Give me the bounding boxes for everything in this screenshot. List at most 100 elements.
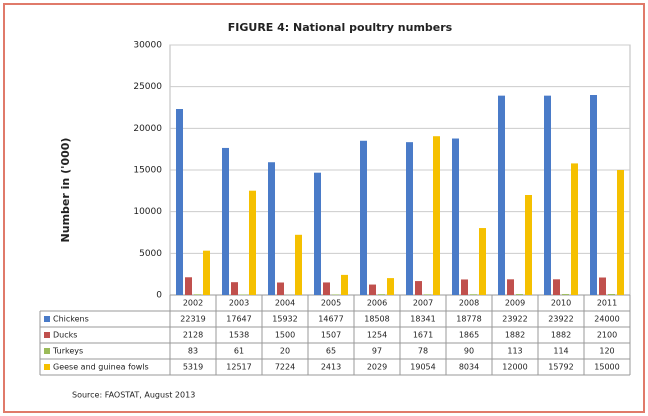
- bar: [544, 95, 551, 296]
- y-tick-label: 20000: [133, 124, 162, 134]
- table-value: 7224: [275, 363, 295, 372]
- table-value: 15000: [594, 363, 619, 372]
- table-value: 2413: [321, 363, 341, 372]
- bar: [249, 190, 256, 295]
- table-value: 83: [188, 347, 198, 356]
- table-value: 1538: [229, 331, 249, 340]
- table-value: 1882: [505, 331, 525, 340]
- bar: [452, 138, 459, 295]
- x-tick-label: 2010: [551, 299, 571, 308]
- table-value: 1882: [551, 331, 571, 340]
- table-value: 18341: [410, 315, 435, 324]
- legend-label: Turkeys: [52, 347, 83, 356]
- bar: [387, 278, 394, 295]
- table-value: 2029: [367, 363, 387, 372]
- bar: [470, 294, 477, 295]
- bar: [424, 294, 431, 295]
- legend-swatch: [44, 316, 50, 322]
- bar: [433, 136, 440, 295]
- table-value: 5319: [183, 363, 203, 372]
- x-tick-label: 2002: [183, 299, 203, 308]
- table-value: 1671: [413, 331, 433, 340]
- table-value: 12000: [502, 363, 527, 372]
- x-tick-label: 2011: [597, 299, 617, 308]
- legend-swatch: [44, 348, 50, 354]
- x-tick-label: 2003: [229, 299, 249, 308]
- bar: [332, 294, 339, 295]
- bar: [516, 294, 523, 295]
- bar: [479, 228, 486, 295]
- bar: [176, 109, 183, 295]
- bar: [498, 95, 505, 296]
- table-value: 23922: [548, 315, 573, 324]
- y-tick-label: 0: [156, 291, 162, 301]
- table-value: 15792: [548, 363, 573, 372]
- bar: [617, 170, 624, 295]
- table-value: 14677: [318, 315, 343, 324]
- bar: [295, 234, 302, 295]
- bar: [185, 277, 192, 295]
- table-value: 1500: [275, 331, 295, 340]
- table-value: 15932: [272, 315, 297, 324]
- table-value: 1507: [321, 331, 341, 340]
- bar: [231, 282, 238, 295]
- legend-swatch: [44, 332, 50, 338]
- table-value: 97: [372, 347, 382, 356]
- bar: [314, 172, 321, 295]
- bar: [608, 294, 615, 295]
- table-value: 113: [507, 347, 522, 356]
- bar: [415, 281, 422, 295]
- table-value: 17647: [226, 315, 251, 324]
- y-tick-label: 15000: [133, 166, 162, 176]
- table-value: 1254: [367, 331, 387, 340]
- table-value: 20: [280, 347, 290, 356]
- legend-label: Geese and guinea fowls: [53, 363, 149, 372]
- table-value: 19054: [410, 363, 435, 372]
- source: Source: FAOSTAT, August 2013: [72, 391, 195, 400]
- table-value: 24000: [594, 315, 619, 324]
- bar: [268, 162, 275, 295]
- bar: [222, 147, 229, 295]
- bar: [277, 282, 284, 295]
- y-tick-label: 25000: [133, 82, 162, 92]
- x-tick-label: 2005: [321, 299, 341, 308]
- x-tick-label: 2004: [275, 299, 295, 308]
- bar: [240, 294, 247, 295]
- x-tick-label: 2006: [367, 299, 387, 308]
- bar: [406, 142, 413, 295]
- table-value: 61: [234, 347, 244, 356]
- table-value: 90: [464, 347, 474, 356]
- y-axis-label: Number in ('000): [59, 138, 72, 243]
- table-value: 18508: [364, 315, 389, 324]
- table-value: 18778: [456, 315, 481, 324]
- x-tick-label: 2007: [413, 299, 433, 308]
- bar: [194, 294, 201, 295]
- table-value: 65: [326, 347, 336, 356]
- bar: [341, 274, 348, 295]
- bar: [461, 279, 468, 295]
- y-tick-label: 30000: [133, 41, 162, 51]
- x-tick-label: 2009: [505, 299, 525, 308]
- legend-label: Chickens: [53, 315, 89, 324]
- table-value: 12517: [226, 363, 251, 372]
- bar: [553, 279, 560, 295]
- legend-swatch: [44, 364, 50, 370]
- bar: [571, 163, 578, 295]
- table-value: 1865: [459, 331, 479, 340]
- y-tick-label: 5000: [139, 249, 162, 259]
- bar: [507, 279, 514, 295]
- table-value: 23922: [502, 315, 527, 324]
- bar: [590, 95, 597, 295]
- table-value: 22319: [180, 315, 205, 324]
- frame: [3, 3, 645, 413]
- table-value: 2128: [183, 331, 203, 340]
- bar: [369, 284, 376, 295]
- bar: [562, 294, 569, 295]
- table-value: 2100: [597, 331, 617, 340]
- table-value: 120: [599, 347, 614, 356]
- legend-label: Ducks: [53, 331, 77, 340]
- bar: [525, 195, 532, 295]
- x-tick-label: 2008: [459, 299, 479, 308]
- bar: [360, 140, 367, 295]
